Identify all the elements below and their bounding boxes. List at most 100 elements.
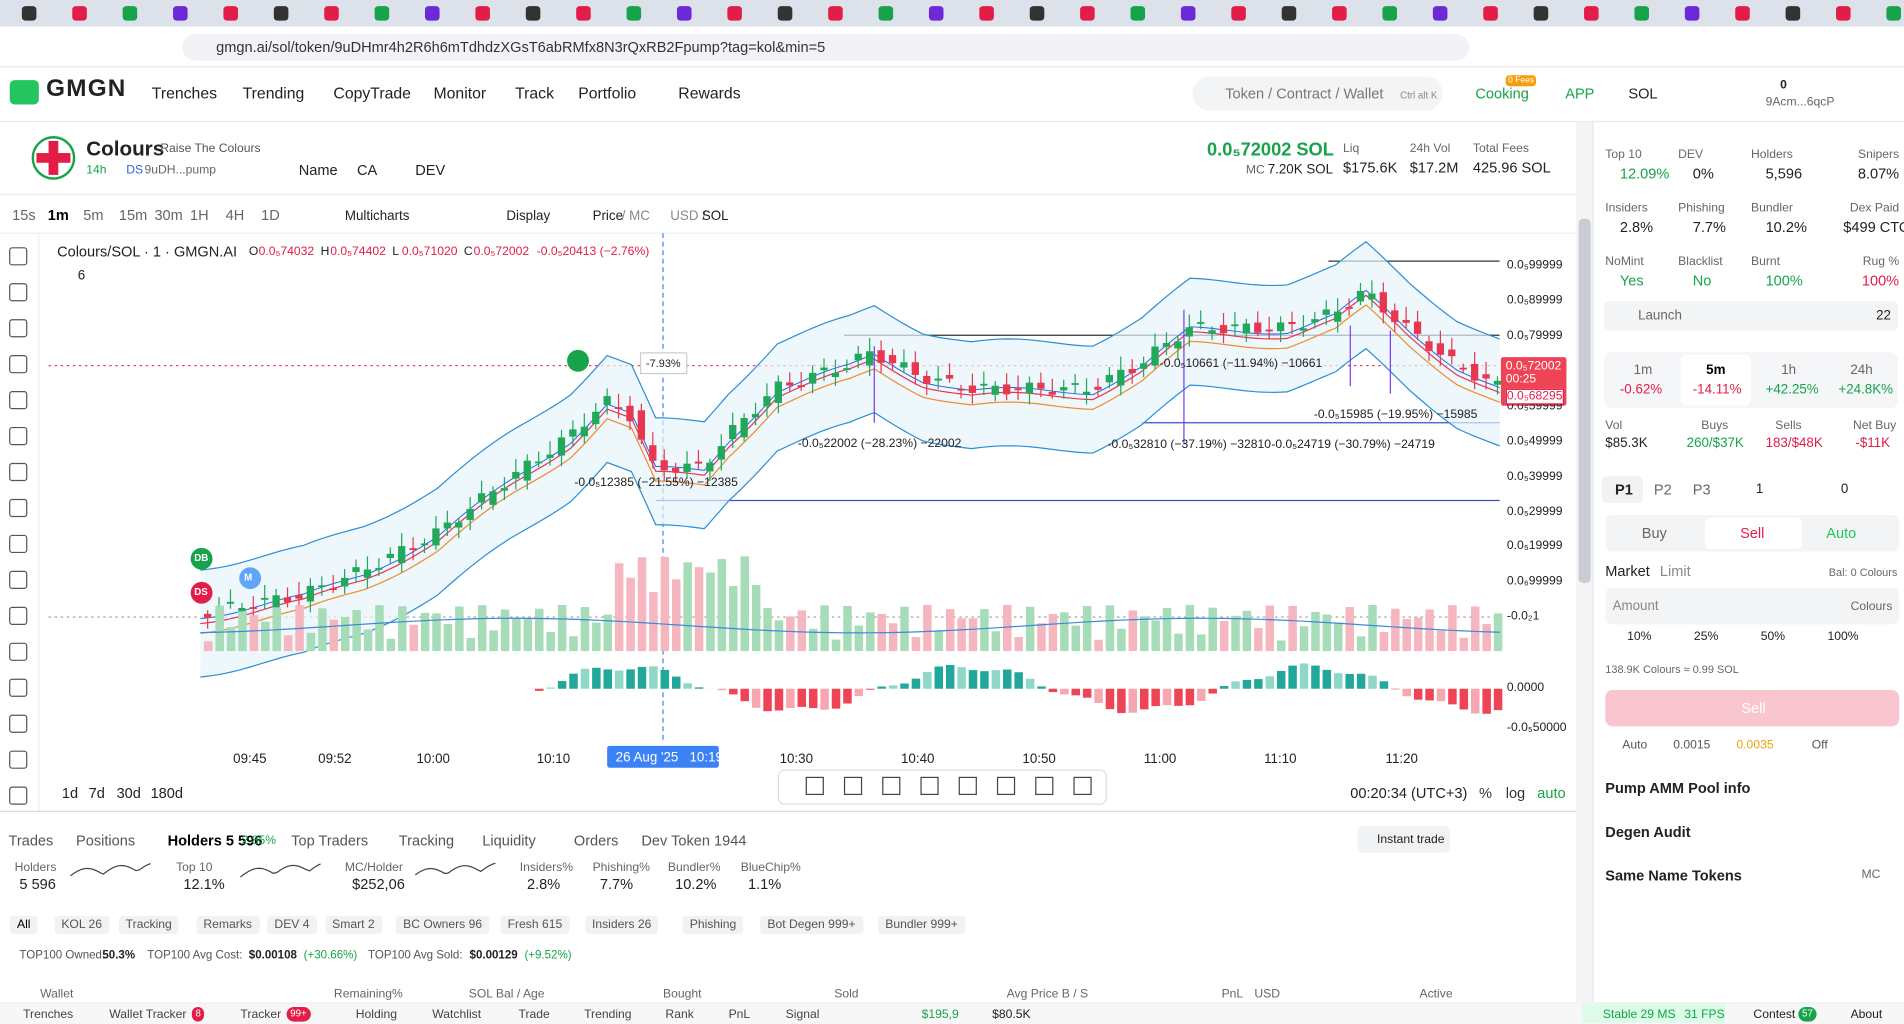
order-type[interactable]: Market xyxy=(1605,562,1650,580)
change-label[interactable]: 24h xyxy=(1850,363,1873,378)
interval-button[interactable]: 1H xyxy=(190,206,209,224)
filter-chip[interactable]: Phishing xyxy=(682,915,744,935)
filter-chip[interactable]: BC Owners 96 xyxy=(395,915,490,935)
filter-chip[interactable]: DEV 4 xyxy=(267,915,317,935)
interval-button[interactable]: 1m xyxy=(47,206,69,224)
footer-link[interactable]: Trenches xyxy=(23,1008,74,1022)
interval-button[interactable]: 1D xyxy=(261,206,280,224)
filter-chip[interactable]: Bundler 999+ xyxy=(877,915,966,935)
nav-link[interactable]: CopyTrade xyxy=(333,83,411,103)
filter-chip[interactable]: Fresh 615 xyxy=(500,915,570,935)
mode-tab[interactable]: Sell xyxy=(1740,524,1765,542)
column-header[interactable]: SOL Bal / Age xyxy=(468,987,545,1001)
portion-button[interactable]: 100% xyxy=(1827,630,1859,644)
sol-toggle[interactable]: SOL xyxy=(701,208,729,224)
column-header[interactable]: Bought xyxy=(663,987,702,1001)
filter-chip[interactable]: Remarks xyxy=(196,915,260,935)
lower-tab[interactable]: Orders xyxy=(573,832,619,850)
column-header[interactable]: PnL xyxy=(1221,987,1244,1001)
preset-tab[interactable]: P1 xyxy=(1615,481,1633,499)
change-label[interactable]: 5m xyxy=(1706,363,1726,378)
contest-link[interactable]: Contest xyxy=(1753,1008,1796,1022)
filter-chip[interactable]: KOL 26 xyxy=(54,915,110,935)
lower-tab[interactable]: Holders 5 596 xyxy=(167,832,263,850)
footer-link[interactable]: Trade xyxy=(518,1008,550,1022)
scale-option[interactable]: auto xyxy=(1537,784,1566,802)
range-button[interactable]: 1d xyxy=(61,784,79,802)
range-button[interactable]: 7d xyxy=(88,784,105,802)
scale-option[interactable]: log xyxy=(1505,784,1526,802)
trade-setting[interactable]: Off xyxy=(1811,738,1828,752)
chain-select[interactable]: SOL xyxy=(1628,85,1658,103)
lower-tab[interactable]: Trades xyxy=(8,832,54,850)
token-link[interactable]: Name xyxy=(298,161,338,179)
column-header[interactable]: USD xyxy=(1254,987,1281,1001)
preset-tab[interactable]: P3 xyxy=(1692,481,1711,499)
lower-tab[interactable]: Dev Token 1944 xyxy=(641,832,747,850)
display-button[interactable]: Display xyxy=(506,208,551,224)
section-header[interactable]: Same Name Tokens xyxy=(1605,867,1742,885)
url[interactable]: gmgn.ai/sol/token/9uDHmr4h2R6h6mTdhdzXGs… xyxy=(216,38,826,56)
interval-button[interactable]: 30m xyxy=(154,206,183,224)
amount-placeholder[interactable]: Amount xyxy=(1612,598,1659,614)
preset-tab[interactable]: P2 xyxy=(1653,481,1672,499)
lower-tab[interactable]: Positions xyxy=(76,832,136,850)
price-toggle[interactable]: Price xyxy=(592,208,624,224)
footer-link[interactable]: Watchlist xyxy=(432,1008,482,1022)
lower-tab[interactable]: Tracking xyxy=(398,832,455,850)
sell-button[interactable] xyxy=(1605,689,1900,727)
scroll-thumb[interactable] xyxy=(1578,218,1591,584)
nav-link[interactable]: Trenches xyxy=(151,83,218,103)
footer-link[interactable]: Trending xyxy=(584,1008,632,1022)
nav-link[interactable]: Track xyxy=(515,83,554,103)
filter-chip[interactable]: All xyxy=(9,915,38,935)
token-link[interactable]: CA xyxy=(357,161,378,179)
nav-link[interactable]: Trending xyxy=(242,83,305,103)
filter-chip[interactable]: Bot Degen 999+ xyxy=(760,915,863,935)
column-header[interactable]: Sold xyxy=(834,987,859,1001)
lower-tab[interactable]: Liquidity xyxy=(482,832,536,850)
app-link[interactable]: APP xyxy=(1565,85,1595,103)
about-link[interactable]: About xyxy=(1850,1008,1883,1022)
interval-button[interactable]: 4H xyxy=(225,206,245,224)
mode-tab[interactable]: Buy xyxy=(1641,524,1667,542)
filter-chip[interactable]: Insiders 26 xyxy=(584,915,659,935)
instant-trade-button[interactable]: Instant trade xyxy=(1377,833,1445,847)
nav-link[interactable]: Portfolio xyxy=(578,83,637,103)
multicharts-button[interactable]: Multicharts xyxy=(344,208,410,224)
footer-link[interactable]: Rank xyxy=(665,1008,694,1022)
nav-link[interactable]: Rewards xyxy=(678,83,741,103)
interval-button[interactable]: 5m xyxy=(83,206,104,224)
section-header[interactable]: Pump AMM Pool info xyxy=(1605,779,1751,797)
trade-setting[interactable]: 0.0015 xyxy=(1673,738,1711,752)
order-type[interactable]: Limit xyxy=(1659,562,1691,580)
indicator-count[interactable]: 6 xyxy=(77,268,86,284)
instant-trade-button[interactable] xyxy=(1357,825,1450,853)
url-field[interactable] xyxy=(182,34,1470,61)
portion-button[interactable]: 50% xyxy=(1760,630,1786,644)
column-header[interactable]: Remaining% xyxy=(333,987,403,1001)
column-header[interactable]: Active xyxy=(1419,987,1453,1001)
nav-link[interactable]: Monitor xyxy=(433,83,487,103)
search-field[interactable] xyxy=(1192,76,1443,111)
change-label[interactable]: 1m xyxy=(1633,363,1653,378)
footer-link[interactable]: Signal xyxy=(785,1008,820,1022)
portion-button[interactable]: 10% xyxy=(1627,630,1652,644)
section-header[interactable]: Degen Audit xyxy=(1605,823,1691,841)
range-button[interactable]: 30d xyxy=(116,784,141,802)
logo[interactable]: GMGN xyxy=(46,75,127,103)
usd-toggle[interactable]: USD / xyxy=(670,208,706,224)
filter-chip[interactable]: Tracking xyxy=(118,915,180,935)
token-link[interactable]: DEV xyxy=(415,161,446,179)
wallet-address[interactable]: 9Acm...6qcP xyxy=(1765,95,1835,110)
lower-tab[interactable]: Top Traders xyxy=(291,832,369,850)
column-header[interactable]: Avg Price B / S xyxy=(1006,987,1089,1001)
filter-chip[interactable]: Smart 2 xyxy=(324,915,382,935)
portion-button[interactable]: 25% xyxy=(1693,630,1719,644)
trade-setting[interactable]: Auto xyxy=(1622,738,1648,752)
mc-toggle[interactable]: / MC xyxy=(621,208,650,224)
search-placeholder[interactable]: Token / Contract / Wallet xyxy=(1225,85,1384,103)
cooking-link[interactable]: Cooking xyxy=(1475,85,1529,103)
interval-button[interactable]: 15s xyxy=(12,206,36,224)
footer-link[interactable]: Wallet Tracker xyxy=(109,1008,187,1022)
